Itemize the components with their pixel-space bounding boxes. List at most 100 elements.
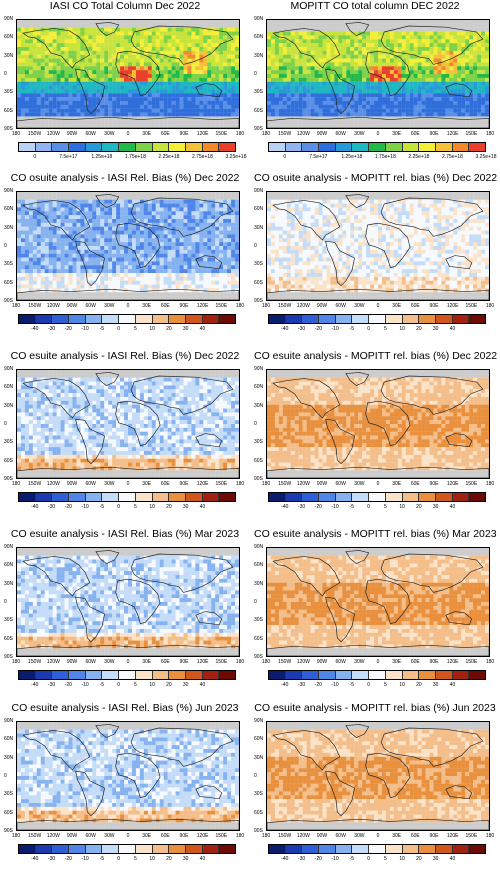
field-cell xyxy=(290,120,295,125)
field-cell xyxy=(374,120,379,125)
field-cell xyxy=(175,97,180,102)
field-cell xyxy=(96,54,101,59)
field-cell xyxy=(40,249,45,254)
field-cell xyxy=(199,199,204,204)
field-cell xyxy=(56,273,61,277)
field-cell xyxy=(267,39,272,44)
field-cell xyxy=(60,77,65,82)
field-cell xyxy=(453,35,458,40)
field-cell xyxy=(401,35,406,40)
field-cell xyxy=(465,97,470,102)
field-cell xyxy=(227,211,232,216)
field-cell xyxy=(159,31,164,36)
field-cell xyxy=(393,20,398,24)
field-cell xyxy=(72,74,77,78)
field-cell xyxy=(167,104,172,109)
field-cell xyxy=(56,296,61,300)
field-cell xyxy=(36,77,41,82)
field-cell xyxy=(88,207,93,212)
field-cell xyxy=(135,269,141,274)
field-cell xyxy=(393,116,398,121)
field-cell xyxy=(131,261,137,266)
field-cell xyxy=(120,31,125,36)
field-cell xyxy=(139,66,144,71)
field-cell xyxy=(473,81,478,86)
colorbar-tick-label: 5 xyxy=(133,326,137,332)
field-cell xyxy=(231,23,236,28)
field-cell xyxy=(88,89,93,94)
field-cell xyxy=(433,70,438,75)
field-cell xyxy=(342,85,347,90)
field-cell xyxy=(378,27,383,32)
field-cell xyxy=(163,280,168,285)
field-cell xyxy=(48,249,53,254)
field-cell xyxy=(203,66,208,71)
field-cell xyxy=(175,296,180,300)
field-cell xyxy=(32,23,37,28)
field-cell xyxy=(385,70,391,75)
field-cell xyxy=(179,120,184,125)
field-cell xyxy=(64,47,69,51)
field-cell xyxy=(227,31,232,36)
field-cell xyxy=(401,20,406,24)
field-cell xyxy=(76,265,81,270)
field-cell xyxy=(120,35,125,40)
field-cell xyxy=(100,104,105,109)
field-cell xyxy=(425,101,430,105)
field-cell xyxy=(215,112,220,117)
field-cell xyxy=(175,116,180,121)
field-cell xyxy=(72,273,77,277)
field-cell xyxy=(48,242,53,247)
field-cell xyxy=(17,292,22,297)
field-cell xyxy=(417,39,422,44)
field-cell xyxy=(131,288,137,293)
field-cell xyxy=(44,269,49,274)
field-cell xyxy=(187,269,192,274)
field-cell xyxy=(88,276,93,281)
field-cell xyxy=(76,246,81,250)
field-cell xyxy=(100,120,105,125)
field-cell xyxy=(96,249,101,254)
field-cell xyxy=(362,120,367,125)
field-cell xyxy=(52,269,57,274)
field-cell xyxy=(235,81,239,86)
field-cell xyxy=(477,108,482,113)
field-cell xyxy=(338,35,343,40)
field-cell xyxy=(211,211,216,216)
colorbar-labels: 0 7.5e+17 1.25e+18 1.75e+18 2.25e+18 2.75e+18… xyxy=(18,154,246,162)
field-cell xyxy=(453,39,458,44)
field-cell xyxy=(147,116,152,121)
field-cell xyxy=(465,120,470,125)
field-cell xyxy=(405,35,410,40)
field-cell xyxy=(322,93,327,98)
field-cell xyxy=(48,116,53,121)
field-cell xyxy=(199,195,204,200)
field-cell xyxy=(167,207,172,212)
field-cell xyxy=(175,246,180,250)
field-cell xyxy=(143,66,148,71)
field-cell xyxy=(171,27,176,32)
field-cell xyxy=(290,58,295,63)
field-cell xyxy=(441,35,446,40)
field-cell xyxy=(358,112,363,117)
field-cell xyxy=(20,215,26,220)
field-cell xyxy=(457,81,462,86)
field-cell xyxy=(159,207,164,212)
field-cell xyxy=(199,85,204,90)
field-cell xyxy=(112,93,117,98)
field-cell xyxy=(322,192,327,196)
field-cell xyxy=(167,234,172,239)
field-cell xyxy=(112,215,117,220)
field-cell xyxy=(20,54,26,59)
field-cell xyxy=(88,77,93,82)
field-cell xyxy=(401,120,406,125)
field-cell xyxy=(80,101,85,105)
field-cell xyxy=(227,296,232,300)
field-cell xyxy=(385,124,391,128)
lat-tick-label: 30N xyxy=(254,224,264,231)
field-cell xyxy=(457,58,462,63)
field-cell xyxy=(60,230,65,235)
field-cell xyxy=(128,222,133,227)
field-cell xyxy=(267,47,272,51)
field-cell xyxy=(270,43,276,48)
